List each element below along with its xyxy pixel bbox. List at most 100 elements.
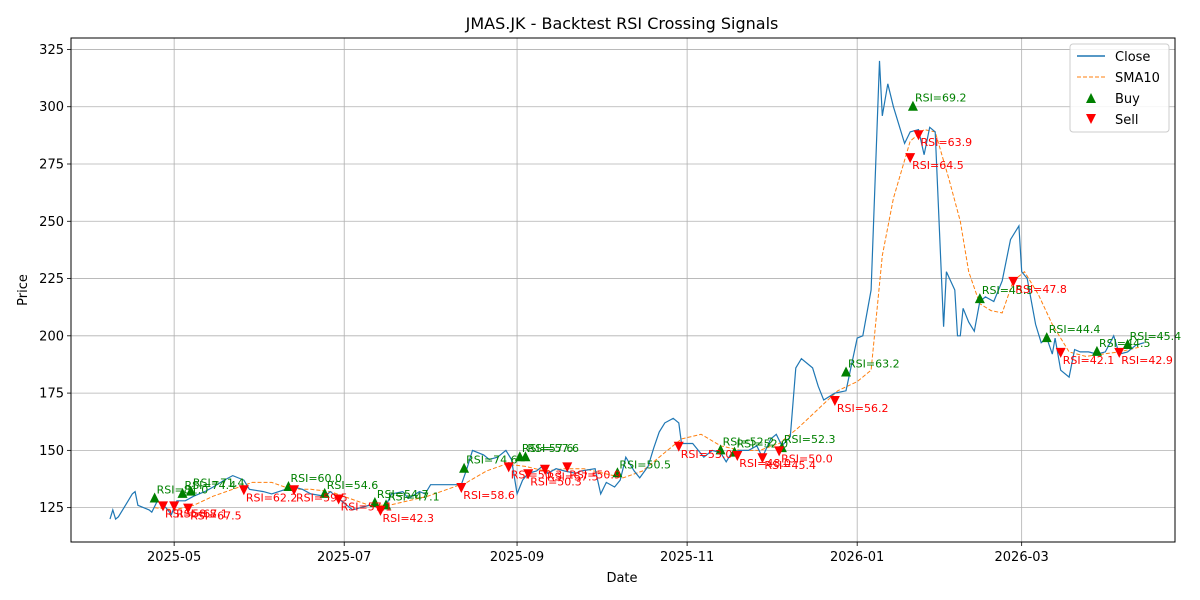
sell-rsi-label: RSI=45.4 xyxy=(764,459,816,472)
buy-rsi-label: RSI=69.2 xyxy=(915,92,967,105)
buy-rsi-label: RSI=52.2 xyxy=(723,435,775,448)
legend-close-label: Close xyxy=(1115,50,1150,65)
y-tick-label: 175 xyxy=(39,387,64,402)
sell-rsi-label: RSI=64.5 xyxy=(912,159,964,172)
sell-rsi-label: RSI=62.2 xyxy=(246,491,298,504)
y-tick-label: 150 xyxy=(39,444,64,459)
buy-rsi-label: RSI=74.4 xyxy=(185,479,237,492)
buy-rsi-label: RSI=50.5 xyxy=(619,458,671,471)
sell-marker xyxy=(375,505,386,516)
sell-marker xyxy=(774,446,785,457)
sell-marker xyxy=(289,485,300,496)
sell-rsi-label: RSI=42.1 xyxy=(1063,354,1115,367)
buy-rsi-label: RSI=44.4 xyxy=(1049,323,1101,336)
axis-ticks: 2025-05 2025-07 2025-09 2025-11 2026-01 2026-… xyxy=(39,43,1049,565)
buy-marker xyxy=(177,487,188,498)
sell-rsi-label: RSI=42.9 xyxy=(1121,354,1173,367)
sell-marker xyxy=(238,485,249,496)
buy-marker xyxy=(520,451,531,462)
sell-rsi-label: RSI=57.5 xyxy=(547,471,599,484)
buy-rsi-label: RSI=44.5 xyxy=(1099,337,1151,350)
buy-rsi-label: RSI=47.1 xyxy=(388,490,440,503)
x-tick-label: 2025-11 xyxy=(660,550,714,565)
legend-buy-label: Buy xyxy=(1115,92,1140,107)
sell-marker xyxy=(673,441,684,452)
buy-rsi-label: RSI=54.7 xyxy=(377,488,429,501)
sell-marker xyxy=(183,503,194,514)
buy-marker xyxy=(459,462,470,473)
sell-marker xyxy=(169,501,180,512)
buy-rsi-label: RSI=63.2 xyxy=(848,357,900,370)
sell-marker xyxy=(503,462,514,473)
x-axis-label: Date xyxy=(606,571,637,586)
x-tick-label: 2026-03 xyxy=(995,550,1049,565)
buy-rsi-label: RSI=71.4 xyxy=(193,477,245,490)
sma10-line xyxy=(154,129,1139,511)
buy-marker xyxy=(841,366,852,377)
sell-marker xyxy=(732,450,743,461)
y-tick-label: 300 xyxy=(39,100,64,115)
sell-rsi-label: RSI=50.9 xyxy=(569,468,621,481)
sell-rsi-label: RSI=42.3 xyxy=(382,512,434,525)
sell-marker xyxy=(1114,347,1125,358)
grid-lines xyxy=(71,38,1175,542)
sell-marker xyxy=(539,464,550,475)
y-tick-label: 275 xyxy=(39,158,64,173)
x-tick-label: 2025-07 xyxy=(317,550,371,565)
buy-marker xyxy=(612,467,623,478)
sell-rsi-label: RSI=58.6 xyxy=(463,489,515,502)
sell-marker xyxy=(913,130,924,141)
legend-buy-marker xyxy=(1086,93,1096,103)
sell-marker xyxy=(562,462,573,473)
sell-marker xyxy=(158,501,168,512)
buy-rsi-label: RSI=52.3 xyxy=(784,433,836,446)
sell-rsi-label: RSI=48.0 xyxy=(739,457,791,470)
x-tick-label: 2026-01 xyxy=(830,550,884,565)
legend-sma-label: SMA10 xyxy=(1115,71,1160,86)
sell-marker xyxy=(333,494,344,505)
y-tick-label: 125 xyxy=(39,501,64,516)
sell-rsi-label: RSI=58.8 xyxy=(165,507,217,520)
sell-rsi-label: RSI=47.8 xyxy=(1015,283,1067,296)
sell-marker xyxy=(1055,347,1066,358)
legend: Close SMA10 Buy Sell xyxy=(1069,43,1170,133)
y-tick-label: 200 xyxy=(39,329,64,344)
buy-rsi-label: RSI=57.6 xyxy=(527,442,579,455)
legend-sell-marker xyxy=(1086,114,1096,124)
buy-marker xyxy=(715,444,726,455)
buy-marker xyxy=(1122,338,1133,349)
y-axis-label: Price xyxy=(16,274,31,306)
sell-marker xyxy=(456,483,467,494)
buy-marker xyxy=(319,487,330,498)
x-tick-label: 2025-09 xyxy=(490,550,544,565)
buy-marker xyxy=(907,100,918,111)
buy-marker xyxy=(1041,332,1052,343)
sell-marker xyxy=(905,153,916,164)
buy-marker xyxy=(149,492,160,503)
buy-marker xyxy=(369,497,380,508)
buy-rsi-label: RSI=57.6 xyxy=(522,442,574,455)
sell-rsi-label: RSI=56.2 xyxy=(837,402,889,415)
sell-rsi-label: RSI=63.9 xyxy=(921,136,973,149)
sell-rsi-label: RSI=53.0 xyxy=(681,448,733,461)
buy-marker xyxy=(185,485,196,496)
buy-rsi-label: RSI=45.5 xyxy=(982,284,1034,297)
sell-marker xyxy=(757,453,768,464)
sell-marker xyxy=(829,395,840,406)
sell-rsi-label: RSI=67.5 xyxy=(190,510,242,523)
sell-marker xyxy=(1008,276,1019,287)
sell-rsi-label: RSI=50.0 xyxy=(781,452,833,465)
y-tick-label: 225 xyxy=(39,272,64,287)
legend-sell-label: Sell xyxy=(1115,113,1138,128)
buy-marker xyxy=(974,293,985,304)
sell-marker xyxy=(523,469,534,480)
plot-area-frame xyxy=(70,37,1176,543)
legend-box xyxy=(1069,43,1170,133)
buy-rsi-label: RSI=45.4 xyxy=(1130,330,1182,343)
y-tick-label: 325 xyxy=(39,43,64,58)
y-tick-label: 250 xyxy=(39,215,64,230)
chart-title: JMAS.JK - Backtest RSI Crossing Signals xyxy=(465,14,779,33)
sell-rsi-label: RSI=50.3 xyxy=(530,475,582,488)
buy-rsi-label: RSI=60.0 xyxy=(290,472,342,485)
